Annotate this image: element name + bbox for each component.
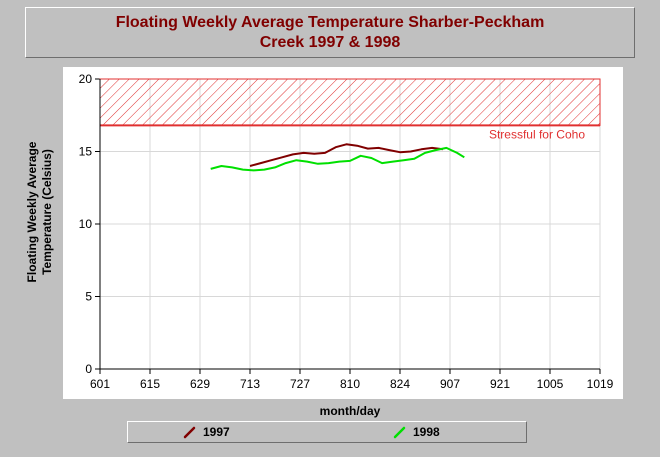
x-tick-label: 727 [290,377,310,391]
chart-title-line-1: Floating Weekly Average Temperature Shar… [115,13,545,31]
x-tick-label: 713 [240,377,260,391]
y-tick-label: 0 [85,362,92,376]
y-axis-label-line-1: Floating Weekly Average [25,141,39,283]
stressful-band [99,78,601,126]
y-tick-label: 15 [79,145,93,159]
legend-swatch-1998 [393,426,406,439]
series-line-1997 [249,143,444,167]
legend-label-1998: 1998 [413,425,440,439]
x-tick-label: 921 [490,377,510,391]
y-tick-label: 5 [85,290,92,304]
y-tick-label: 10 [79,217,93,231]
legend: 1997 1998 [127,421,527,443]
stressful-label: Stressful for Coho [489,127,585,141]
y-axis-label: Floating Weekly Average Temperature (Cel… [25,142,55,283]
y-tick-label: 20 [79,72,93,86]
chart-title-box: Floating Weekly Average Temperature Shar… [25,7,635,58]
series-line-1998 [210,146,465,172]
legend-label-1997: 1997 [203,425,230,439]
chart-title-line-2: Creek 1997 & 1998 [259,33,401,51]
x-tick-label: 629 [190,377,210,391]
x-tick-label: 601 [90,377,110,391]
x-tick-label: 615 [140,377,160,391]
x-axis-label: month/day [319,404,381,418]
x-tick-label: 1019 [587,377,614,391]
x-tick-label: 810 [340,377,360,391]
legend-swatch-1997 [183,426,196,439]
x-tick-label: 1005 [537,377,564,391]
x-tick-label: 824 [390,377,410,391]
x-tick-label: 907 [440,377,460,391]
y-axis-label-line-2: Temperature (Celsius) [40,149,54,275]
legend-item-1997: 1997 [183,424,230,440]
legend-item-1998: 1998 [393,424,440,440]
